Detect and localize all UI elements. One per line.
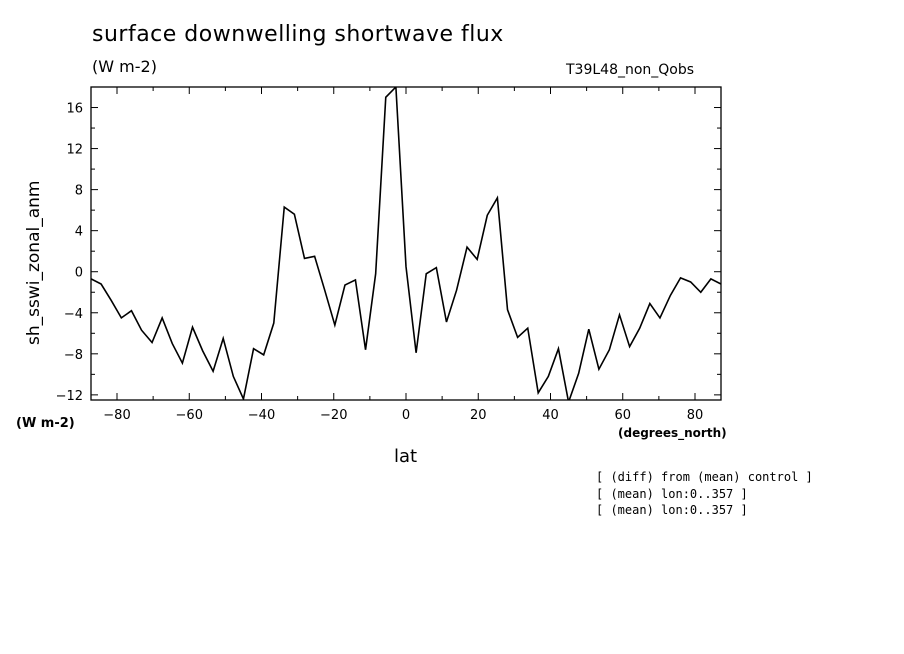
- x-tick-label: −20: [320, 408, 347, 423]
- x-axis-units: (degrees_north): [618, 426, 727, 440]
- axis-ticks: [91, 86, 721, 400]
- x-tick-label: 0: [402, 408, 410, 423]
- x-tick-label: 60: [614, 408, 631, 423]
- series-line-0: [91, 87, 721, 400]
- y-tick-label: 16: [66, 102, 83, 117]
- title-units: (W m-2): [92, 57, 157, 76]
- note-diff: [ (diff) from (mean) control ]: [596, 470, 813, 484]
- run-name: T39L48_non_Qobs: [566, 62, 695, 78]
- plot-frame: [90, 86, 722, 401]
- chart-title: surface downwelling shortwave flux: [92, 22, 504, 47]
- note-mean-lon-2: [ (mean) lon:0..357 ]: [596, 503, 748, 517]
- x-tick-label: 20: [470, 408, 487, 423]
- y-axis-units: (W m-2): [16, 416, 75, 431]
- y-tick-label: −12: [56, 389, 83, 404]
- x-tick-label: −80: [103, 408, 130, 423]
- y-tick-label: −4: [64, 307, 83, 322]
- y-tick-label: 12: [66, 143, 83, 158]
- y-tick-label: 4: [75, 225, 83, 240]
- x-axis-label: lat: [394, 446, 418, 467]
- note-mean-lon-1: [ (mean) lon:0..357 ]: [596, 487, 748, 501]
- y-tick-label: −8: [64, 348, 83, 363]
- series-group: [91, 87, 721, 400]
- y-tick-label: 8: [75, 184, 83, 199]
- x-tick-label: 40: [542, 408, 559, 423]
- x-tick-label: −60: [176, 408, 203, 423]
- x-tick-label: 80: [687, 408, 704, 423]
- x-tick-label: −40: [248, 408, 275, 423]
- y-tick-label: 0: [75, 266, 83, 281]
